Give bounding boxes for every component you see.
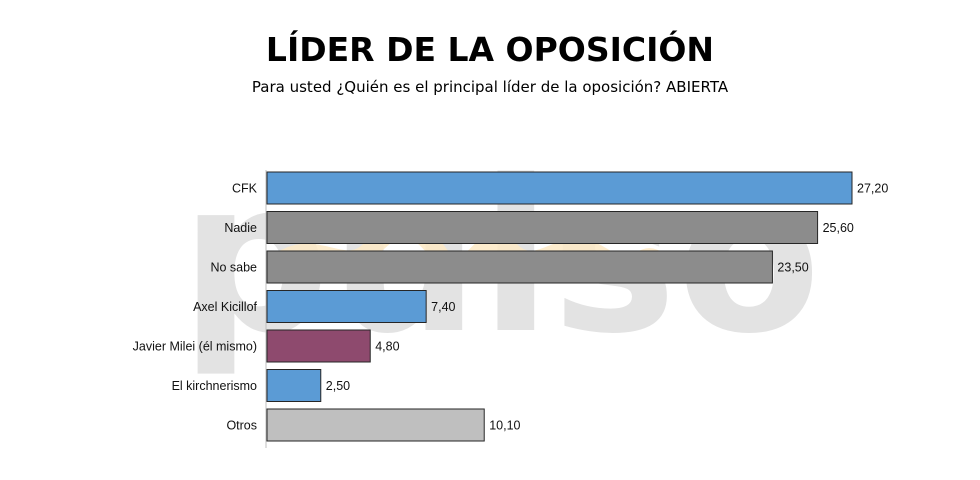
bar-no-sabe (266, 250, 773, 284)
value-label-otros: 10,10 (489, 419, 520, 433)
category-label-cfk: CFK (232, 182, 258, 196)
bar-nadie (266, 211, 819, 244)
bar-el-kirchnerismo (266, 369, 322, 402)
bar-axel-kicillof (266, 290, 427, 323)
value-label-javier-milei-el-mismo: 4,80 (375, 340, 399, 354)
bar-cfk (266, 171, 853, 205)
value-label-el-kirchnerismo: 2,50 (326, 379, 350, 393)
bar-javier-milei-el-mismo (266, 329, 371, 363)
category-label-el-kirchnerismo: El kirchnerismo (172, 379, 257, 393)
bars-group: CFK 27,20 Nadie 25,60 No sabe 23,50 Axel Kicil… (133, 171, 888, 442)
value-label-cfk: 27,20 (857, 182, 888, 196)
value-label-axel-kicillof: 7,40 (431, 300, 455, 314)
category-label-no-sabe: No sabe (210, 261, 257, 275)
category-label-axel-kicillof: Axel Kicillof (193, 300, 257, 314)
chart-title: LÍDER DE LA OPOSICIÓN (265, 30, 715, 69)
chart-subtitle: Para usted ¿Quién es el principal líder … (251, 78, 729, 96)
bar-otros (266, 408, 485, 442)
category-label-nadie: Nadie (224, 221, 257, 235)
value-label-nadie: 25,60 (823, 221, 854, 235)
category-label-otros: Otros (226, 419, 257, 433)
value-label-no-sabe: 23,50 (777, 261, 808, 275)
category-label-javier-milei-el-mismo: Javier Milei (él mismo) (133, 340, 257, 354)
